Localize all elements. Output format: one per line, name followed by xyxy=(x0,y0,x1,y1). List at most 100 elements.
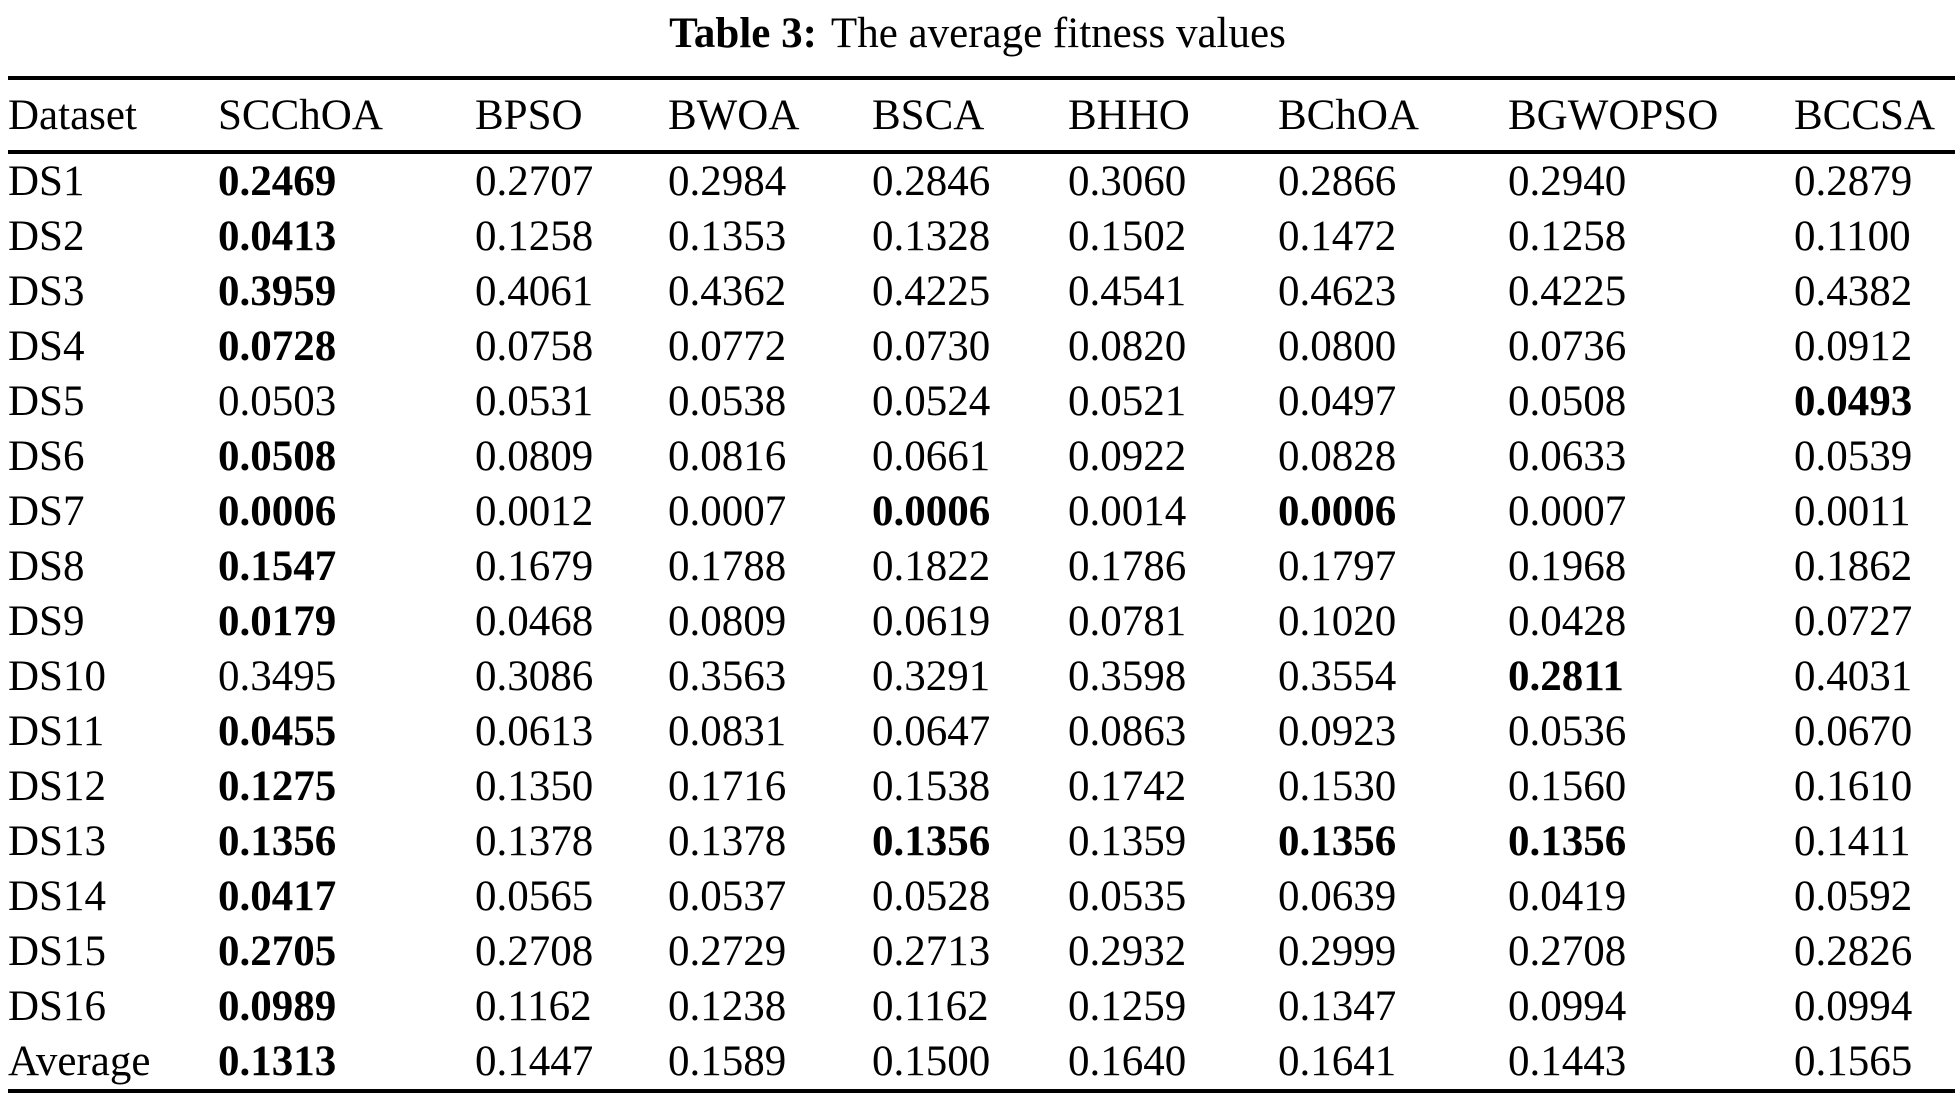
fitness-value: 0.1443 xyxy=(1508,1038,1627,1085)
fitness-value: 0.0772 xyxy=(668,323,787,370)
fitness-value: 0.3291 xyxy=(872,653,991,700)
table-row-ds4: DS4 0.0728 0.0758 0.0772 0.0730 0.0820 0.0800 0… xyxy=(8,319,1955,374)
fitness-value: 0.1162 xyxy=(475,983,592,1030)
fitness-value: 0.1968 xyxy=(1508,543,1627,590)
fitness-value: 0.0633 xyxy=(1508,433,1627,480)
fitness-value: 0.1788 xyxy=(668,543,787,590)
fitness-value: 0.1641 xyxy=(1278,1038,1397,1085)
fitness-value: 0.0661 xyxy=(872,433,991,480)
fitness-value: 0.0816 xyxy=(668,433,787,480)
fitness-value: 0.0647 xyxy=(872,708,991,755)
fitness-value: 0.0639 xyxy=(1278,873,1397,920)
dataset-label: DS16 xyxy=(8,983,106,1030)
fitness-value: 0.0497 xyxy=(1278,378,1397,425)
column-header-bwoa: BWOA xyxy=(668,91,800,139)
fitness-value: 0.1350 xyxy=(475,763,594,810)
fitness-value: 0.2826 xyxy=(1794,928,1913,975)
fitness-value: 0.1356 xyxy=(872,818,991,865)
fitness-value: 0.0508 xyxy=(218,433,337,480)
fitness-value: 0.0468 xyxy=(475,598,594,645)
fitness-value: 0.2866 xyxy=(1278,158,1397,205)
fitness-value: 0.0007 xyxy=(668,488,787,535)
fitness-value: 0.3495 xyxy=(218,653,337,700)
fitness-value: 0.1356 xyxy=(1508,818,1627,865)
fitness-value: 0.0006 xyxy=(1278,488,1397,535)
dataset-label: DS11 xyxy=(8,708,105,755)
fitness-value: 0.2999 xyxy=(1278,928,1397,975)
column-header-bhho: BHHO xyxy=(1068,91,1190,139)
table-row-ds14: DS14 0.0417 0.0565 0.0537 0.0528 0.0535 0.0639… xyxy=(8,869,1955,924)
fitness-value: 0.2729 xyxy=(668,928,787,975)
table-row-ds15: DS15 0.2705 0.2708 0.2729 0.2713 0.2932 0.2999… xyxy=(8,924,1955,979)
dataset-label: DS12 xyxy=(8,763,106,810)
fitness-value: 0.1472 xyxy=(1278,213,1397,260)
fitness-value: 0.1353 xyxy=(668,213,787,260)
table-row-ds16: DS16 0.0989 0.1162 0.1238 0.1162 0.1259 0.1347… xyxy=(8,979,1955,1034)
fitness-value: 0.0863 xyxy=(1068,708,1187,755)
table-caption: Table 3: The average fitness values xyxy=(0,6,1955,62)
table-caption-text: The average fitness values xyxy=(830,10,1286,57)
table-header-row: Dataset SCChOA BPSO BWOA BSCA BHHO BChOA BGWOPS… xyxy=(8,78,1955,152)
fitness-value: 0.2879 xyxy=(1794,158,1913,205)
column-header-scchoa: SCChOA xyxy=(218,91,383,139)
fitness-value: 0.4362 xyxy=(668,268,787,315)
fitness-value: 0.1560 xyxy=(1508,763,1627,810)
column-header-bsca: BSCA xyxy=(872,91,985,139)
table-row-ds11: DS11 0.0455 0.0613 0.0831 0.0647 0.0863 0.0923… xyxy=(8,704,1955,759)
fitness-value: 0.1447 xyxy=(475,1038,594,1085)
fitness-value: 0.1742 xyxy=(1068,763,1187,810)
fitness-value: 0.2846 xyxy=(872,158,991,205)
dataset-label: DS14 xyxy=(8,873,106,920)
fitness-value: 0.1259 xyxy=(1068,983,1187,1030)
paper-table-page: Table 3: The average fitness values Datas… xyxy=(0,6,1955,1107)
fitness-value: 0.0758 xyxy=(475,323,594,370)
fitness-value: 0.1258 xyxy=(475,213,594,260)
dataset-label: DS13 xyxy=(8,818,106,865)
table-header: Dataset SCChOA BPSO BWOA BSCA BHHO BChOA BGWOPS… xyxy=(8,78,1955,152)
fitness-value: 0.1786 xyxy=(1068,543,1187,590)
fitness-value: 0.1275 xyxy=(218,763,337,810)
fitness-value: 0.0820 xyxy=(1068,323,1187,370)
fitness-value: 0.1356 xyxy=(218,818,337,865)
table-row-ds12: DS12 0.1275 0.1350 0.1716 0.1538 0.1742 0.1530… xyxy=(8,759,1955,814)
fitness-value: 0.1356 xyxy=(1278,818,1397,865)
fitness-value: 0.0989 xyxy=(218,983,337,1030)
table-row-ds5: DS5 0.0503 0.0531 0.0538 0.0524 0.0521 0.0497 0… xyxy=(8,374,1955,429)
fitness-value: 0.1640 xyxy=(1068,1038,1187,1085)
fitness-value: 0.0413 xyxy=(218,213,337,260)
fitness-value: 0.1538 xyxy=(872,763,991,810)
fitness-value: 0.1679 xyxy=(475,543,594,590)
fitness-value: 0.0537 xyxy=(668,873,787,920)
fitness-value: 0.0828 xyxy=(1278,433,1397,480)
fitness-value: 0.0613 xyxy=(475,708,594,755)
table-body: DS1 0.2469 0.2707 0.2984 0.2846 0.3060 0.2866 0… xyxy=(8,152,1955,1091)
fitness-value: 0.0730 xyxy=(872,323,991,370)
dataset-label: DS10 xyxy=(8,653,106,700)
fitness-value: 0.0592 xyxy=(1794,873,1913,920)
fitness-value: 0.1378 xyxy=(668,818,787,865)
table-row-ds10: DS10 0.3495 0.3086 0.3563 0.3291 0.3598 0.3554… xyxy=(8,649,1955,704)
fitness-value: 0.0809 xyxy=(668,598,787,645)
dataset-label: DS1 xyxy=(8,158,85,205)
fitness-value: 0.0727 xyxy=(1794,598,1913,645)
dataset-label: DS8 xyxy=(8,543,85,590)
fitness-value: 0.1716 xyxy=(668,763,787,810)
fitness-value: 0.3060 xyxy=(1068,158,1187,205)
fitness-value: 0.0419 xyxy=(1508,873,1627,920)
fitness-value: 0.3086 xyxy=(475,653,594,700)
fitness-value: 0.0011 xyxy=(1794,488,1911,535)
fitness-value: 0.4541 xyxy=(1068,268,1187,315)
fitness-value: 0.1862 xyxy=(1794,543,1913,590)
dataset-label: DS7 xyxy=(8,488,85,535)
fitness-value: 0.0781 xyxy=(1068,598,1187,645)
average-fitness-table: Dataset SCChOA BPSO BWOA BSCA BHHO BChOA BGWOPS… xyxy=(8,76,1955,1093)
dataset-label: DS5 xyxy=(8,378,85,425)
dataset-label: DS3 xyxy=(8,268,85,315)
fitness-value: 0.0417 xyxy=(218,873,337,920)
fitness-value: 0.2940 xyxy=(1508,158,1627,205)
fitness-value: 0.1822 xyxy=(872,543,991,590)
fitness-value: 0.0493 xyxy=(1794,378,1913,425)
fitness-value: 0.4031 xyxy=(1794,653,1913,700)
fitness-value: 0.0007 xyxy=(1508,488,1627,535)
fitness-value: 0.0428 xyxy=(1508,598,1627,645)
